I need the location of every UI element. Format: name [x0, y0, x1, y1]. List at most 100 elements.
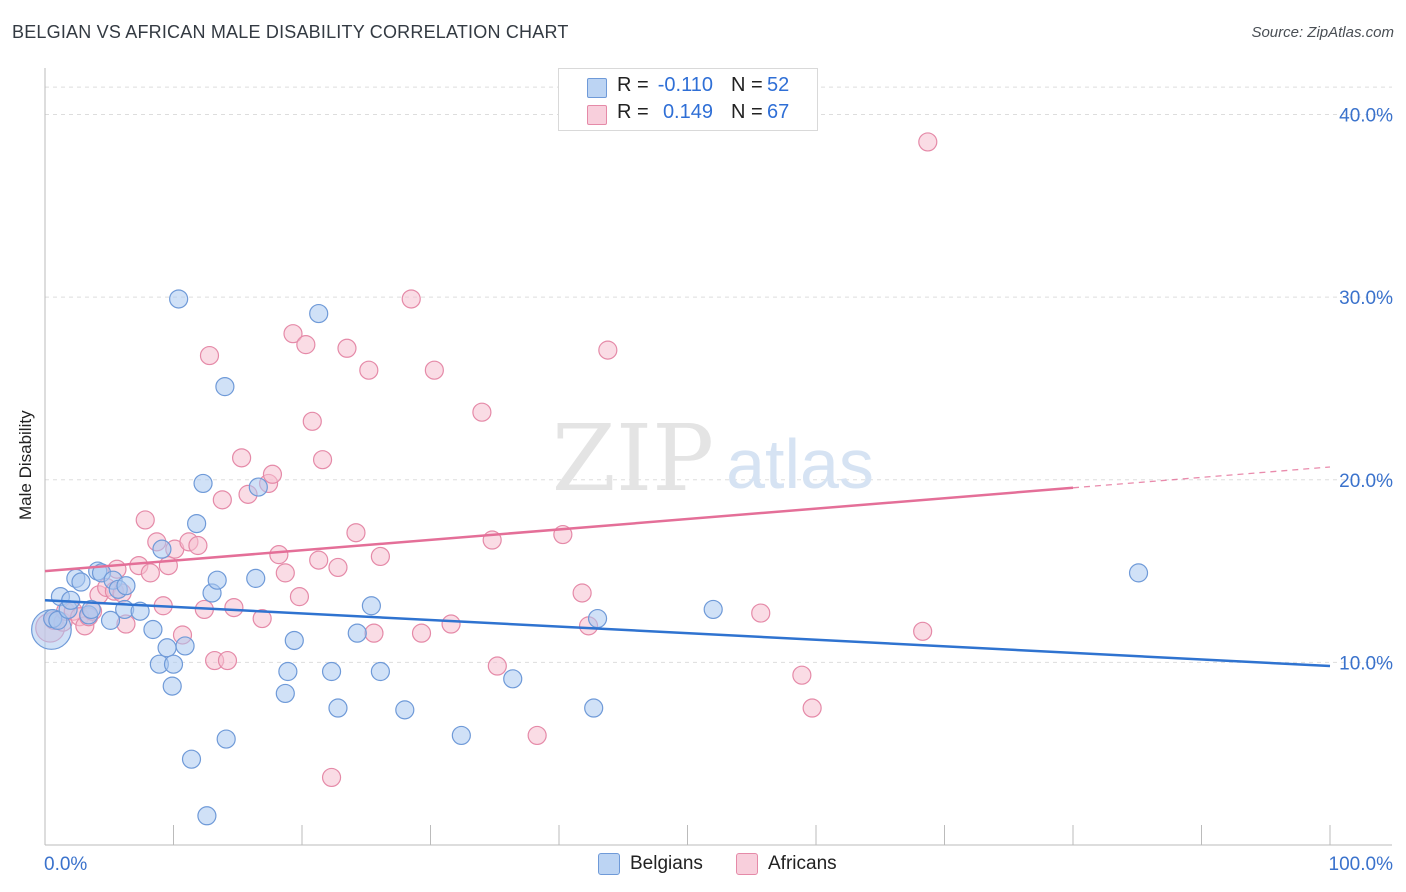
belgians-point [197, 806, 217, 826]
africans-n-label: N = [731, 101, 763, 123]
belgians-point [143, 619, 163, 640]
belgians-trend [44, 599, 1331, 668]
africans-point [232, 448, 252, 468]
africans-point [572, 583, 592, 603]
legend-africans-swatch [736, 853, 758, 875]
tick-labels: 10.0% 20.0% 30.0% 40.0% 0.0% 100.0% [44, 106, 1393, 875]
belgians-point [216, 729, 236, 749]
belgians-point [163, 654, 184, 674]
belgians-point [130, 601, 150, 621]
africans-n-value: 67 [767, 101, 790, 123]
africans-point [792, 665, 812, 685]
africans-point [487, 656, 507, 676]
watermark: ZIP atlas [552, 405, 874, 512]
x-tick-label-0: 0.0% [44, 854, 87, 875]
belgians-swatch [587, 78, 607, 98]
africans-point [199, 345, 220, 366]
belgians-point [503, 669, 523, 689]
africans-point [312, 450, 333, 470]
africans-point [401, 289, 421, 309]
africans-point [370, 546, 390, 567]
belgians-point [284, 630, 304, 651]
africans-r-value: 0.149 [662, 101, 713, 123]
belgians-r-label: R = [617, 74, 649, 96]
africans-point [283, 324, 303, 344]
x-tick-label-100: 100.0% [1329, 854, 1394, 875]
africans-point [262, 464, 283, 484]
africans-point [364, 623, 384, 643]
belgians-point [309, 303, 329, 324]
africans-point [598, 340, 618, 360]
y-tick-label-30: 30.0% [1339, 288, 1393, 309]
africans-point [441, 614, 461, 634]
belgians-point [181, 749, 202, 769]
africans-trend-solid [44, 486, 1074, 573]
source-label: Source: ZipAtlas.com [1251, 24, 1394, 41]
belgians-point [395, 700, 415, 720]
y-tick-label-40: 40.0% [1339, 106, 1393, 127]
africans-point [135, 510, 155, 530]
belgians-point [587, 608, 608, 629]
africans-point [269, 545, 289, 565]
belgians-point [451, 725, 471, 746]
africans-point [918, 132, 938, 152]
africans-point [328, 557, 348, 578]
africans-point [217, 650, 238, 671]
belgians-point [328, 698, 348, 718]
africans-point [302, 411, 322, 431]
africans-point [472, 402, 492, 422]
africans-point [296, 335, 316, 355]
y-tick-label-10: 10.0% [1339, 653, 1393, 674]
legend-belgians-swatch [598, 853, 620, 875]
belgians-points [31, 289, 1149, 826]
legend-belgians-label: Belgians [630, 853, 703, 874]
belgians-point [162, 676, 182, 696]
africans-point [424, 360, 444, 380]
y-tick-label-20: 20.0% [1339, 471, 1393, 492]
africans-point [321, 767, 342, 788]
belgians-point [187, 513, 207, 534]
africans-point [224, 597, 244, 618]
belgians-point [193, 473, 213, 494]
africans-point [359, 360, 379, 380]
chart-title: BELGIAN VS AFRICAN MALE DISABILITY CORRE… [12, 22, 569, 42]
africans-point [275, 563, 295, 583]
africans-point [289, 587, 310, 607]
belgians-point [275, 683, 295, 704]
africans-trend-dashed [1072, 466, 1331, 489]
belgians-point [169, 289, 189, 309]
watermark-zip: ZIP [552, 405, 714, 512]
belgians-point [81, 599, 101, 620]
belgians-point [703, 599, 723, 620]
belgians-point [1128, 563, 1149, 583]
belgians-point [71, 572, 91, 592]
africans-point [188, 535, 208, 556]
africans-point [337, 338, 357, 358]
africans-point [252, 608, 272, 629]
africans-point [140, 563, 160, 583]
africans-r-label: R = [617, 101, 649, 123]
africans-point [527, 725, 547, 746]
belgians-r-value: -0.110 [657, 74, 713, 96]
africans-point [802, 698, 822, 718]
belgians-point [584, 698, 604, 718]
africans-swatch [587, 105, 607, 125]
africans-point [751, 603, 771, 623]
legend-africans: Africans [736, 851, 837, 877]
correlation-legend: R = -0.110 N = 52 R = 0.149 N = 67 [558, 68, 818, 131]
belgians-point [116, 576, 136, 596]
belgians-point [207, 570, 227, 590]
belgians-point [370, 661, 390, 682]
africans-point [212, 490, 232, 510]
trend-lines [44, 466, 1331, 668]
belgians-point [175, 636, 195, 656]
belgians-point [152, 539, 172, 559]
legend-africans-label: Africans [768, 853, 837, 874]
africans-point [158, 555, 178, 576]
legend-belgians: Belgians [598, 851, 703, 877]
belgians-point [347, 623, 367, 643]
belgians-n-label: N = [731, 74, 763, 96]
belgians-point [215, 377, 235, 397]
africans-point [309, 550, 329, 570]
